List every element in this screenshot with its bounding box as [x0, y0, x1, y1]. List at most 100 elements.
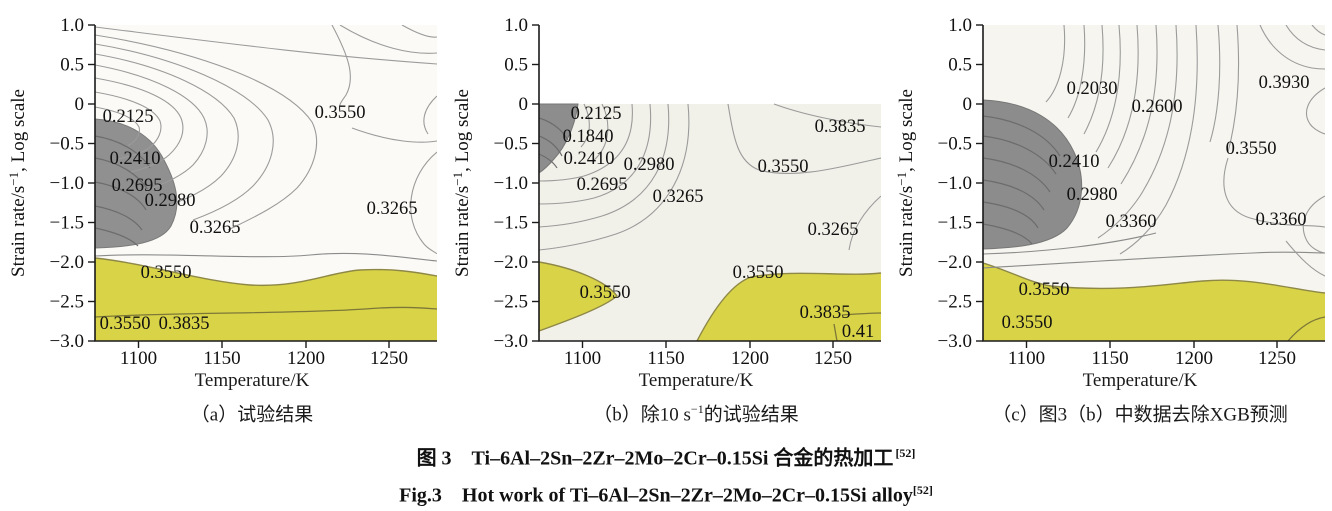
contour-0-3835-in-yellow	[95, 306, 437, 318]
plots-row: 0.2125 0.2410 0.2695 0.2980 0.3265 0.355…	[0, 0, 1332, 427]
figure-caption-zh-ref: [52]	[895, 446, 916, 461]
contour-label: 0.2410	[1049, 152, 1100, 172]
y-tick-label: −1.5	[938, 213, 972, 234]
y-tick-label: −1.0	[50, 173, 84, 194]
panel-b: 0.2125 0.1840 0.2410 0.2980 0.2695 0.326…	[444, 0, 888, 427]
contour-labels: 0.2125 0.1840 0.2410 0.2980 0.2695 0.326…	[563, 104, 875, 342]
contour-label: 0.3835	[159, 314, 210, 334]
y-tick-label: −2.0	[938, 252, 972, 273]
contour-label: 0.2030	[1067, 79, 1118, 99]
x-tick-label: 1250	[814, 348, 852, 369]
panel-a: 0.2125 0.2410 0.2695 0.2980 0.3265 0.355…	[0, 0, 444, 427]
y-tick-label: −0.5	[50, 134, 84, 155]
contour-label: 0.41	[842, 322, 874, 342]
y-tick-label: 1.0	[504, 15, 528, 36]
caption-text: 的试验结果	[703, 404, 799, 426]
contour-label: 0.2125	[571, 104, 622, 124]
y-tick-label: −1.0	[938, 173, 972, 194]
yellow-domain-left	[539, 262, 617, 331]
yellow-left-boundary	[539, 261, 618, 332]
yellow-domain-boundary	[983, 262, 1325, 294]
contour-label: 0.3265	[653, 187, 704, 207]
contour-labels: 0.2125 0.2410 0.2695 0.2980 0.3265 0.355…	[100, 103, 418, 334]
x-tick-label: 1100	[120, 348, 157, 369]
x-tick-label: 1250	[1258, 348, 1296, 369]
contour-label: 0.3550	[1226, 139, 1277, 159]
y-tick-label: −3.0	[494, 331, 528, 352]
y-tick-labels: 1.0 0.5 0 −0.5 −1.0 −1.5 −2.0 −2.5 −3.0	[494, 15, 528, 352]
x-tick-label: 1250	[370, 348, 408, 369]
instability-streaks	[983, 115, 1061, 245]
panel-a-caption: （a）试验结果	[0, 397, 444, 427]
x-tick-label: 1150	[203, 348, 240, 369]
contour-lines	[95, 25, 437, 262]
x-tick-label: 1200	[1175, 348, 1213, 369]
contour-label: 0.3550	[580, 283, 631, 303]
contour-label: 0.2410	[564, 149, 615, 169]
x-tick-label: 1100	[1008, 348, 1045, 369]
y-tick-label: −1.5	[50, 213, 84, 234]
y-tick-label: 0.5	[504, 55, 528, 76]
instability-streaks	[539, 117, 569, 169]
contour-label: 0.3550	[141, 263, 192, 283]
contour-label: 0.2980	[1067, 185, 1118, 205]
contour-label: 0.3550	[733, 263, 784, 283]
contour-labels: 0.2030 0.2600 0.3930 0.2410 0.3550 0.298…	[1002, 73, 1310, 333]
contour-label: 0.3360	[1106, 212, 1157, 232]
contour-label: 0.3265	[190, 218, 241, 238]
y-axis-title: Strain rate/s−1, Log scale	[894, 89, 917, 277]
panel-c-plot: 0.2030 0.2600 0.3930 0.2410 0.3550 0.298…	[894, 15, 1325, 369]
y-tick-label: 0	[963, 94, 973, 115]
yellow-right-boundary	[696, 272, 881, 341]
y-axis-title: Strain rate/s−1, Log scale	[6, 89, 29, 277]
contour-label: 0.2980	[145, 191, 196, 211]
contour-label: 0.2125	[103, 107, 154, 127]
instability-region	[95, 118, 178, 249]
panel-a-plot: 0.2125 0.2410 0.2695 0.2980 0.3265 0.355…	[6, 15, 437, 369]
contour-label: 0.2980	[624, 155, 675, 175]
contour-label: 0.3360	[1256, 210, 1307, 230]
yellow-domain	[95, 258, 437, 341]
contour-label: 0.2695	[112, 176, 163, 196]
contour-label: 0.3930	[1259, 73, 1310, 93]
contour-label: 0.3265	[808, 220, 859, 240]
figure-caption-zh: 图 3 Ti–6Al–2Sn–2Zr–2Mo–2Cr–0.15Si 合金的热加工…	[0, 441, 1332, 472]
x-tick-label: 1200	[287, 348, 325, 369]
y-tick-label: −2.5	[938, 292, 972, 313]
panel-c: 0.2030 0.2600 0.3930 0.2410 0.3550 0.298…	[888, 0, 1332, 427]
panel-b-caption: （b）除10 s−1的试验结果	[444, 397, 888, 427]
contour-0-41-tick	[833, 323, 838, 341]
y-tick-labels: 1.0 0.5 0 −0.5 −1.0 −1.5 −2.0 −2.5 −3.0	[50, 15, 84, 352]
caption-text: （a）试验结果	[190, 404, 314, 426]
x-tick-label: 1100	[564, 348, 601, 369]
contour-label: 0.3550	[315, 103, 366, 123]
instability-streaks	[95, 135, 151, 247]
x-ticks	[1025, 341, 1278, 348]
contour-label: 0.2600	[1132, 97, 1183, 117]
contour-lines	[539, 103, 881, 251]
y-tick-label: −0.5	[938, 134, 972, 155]
y-tick-label: 0.5	[60, 55, 84, 76]
x-tick-labels: 1100 1150 1200 1250	[120, 348, 408, 369]
y-tick-label: −2.5	[494, 292, 528, 313]
y-tick-label: −1.0	[494, 173, 528, 194]
x-tick-label: 1200	[731, 348, 769, 369]
y-tick-label: −2.0	[494, 252, 528, 273]
panel-c-caption: （c）图3（b）中数据去除XGB预测	[888, 397, 1332, 427]
figure-caption-en-ref: [52]	[912, 482, 933, 497]
y-tick-label: −2.0	[50, 252, 84, 273]
contour-lines	[983, 25, 1325, 277]
contour-label: 0.2695	[577, 175, 628, 195]
contour-label: 0.3835	[815, 117, 866, 137]
y-tick-label: 1.0	[60, 15, 84, 36]
contour-label: 0.3265	[367, 199, 418, 219]
y-ticks	[532, 24, 539, 342]
x-axis-title: Temperature/K	[638, 370, 754, 391]
caption-text: （b）除10 s	[593, 404, 691, 426]
figure-caption-zh-text: 图 3 Ti–6Al–2Sn–2Zr–2Mo–2Cr–0.15Si 合金的热加工	[416, 447, 894, 470]
contour-label: 0.3550	[100, 314, 151, 334]
contour-label: 0.1840	[563, 127, 614, 147]
y-tick-label: −1.5	[494, 213, 528, 234]
contour-label: 0.2410	[110, 149, 161, 169]
